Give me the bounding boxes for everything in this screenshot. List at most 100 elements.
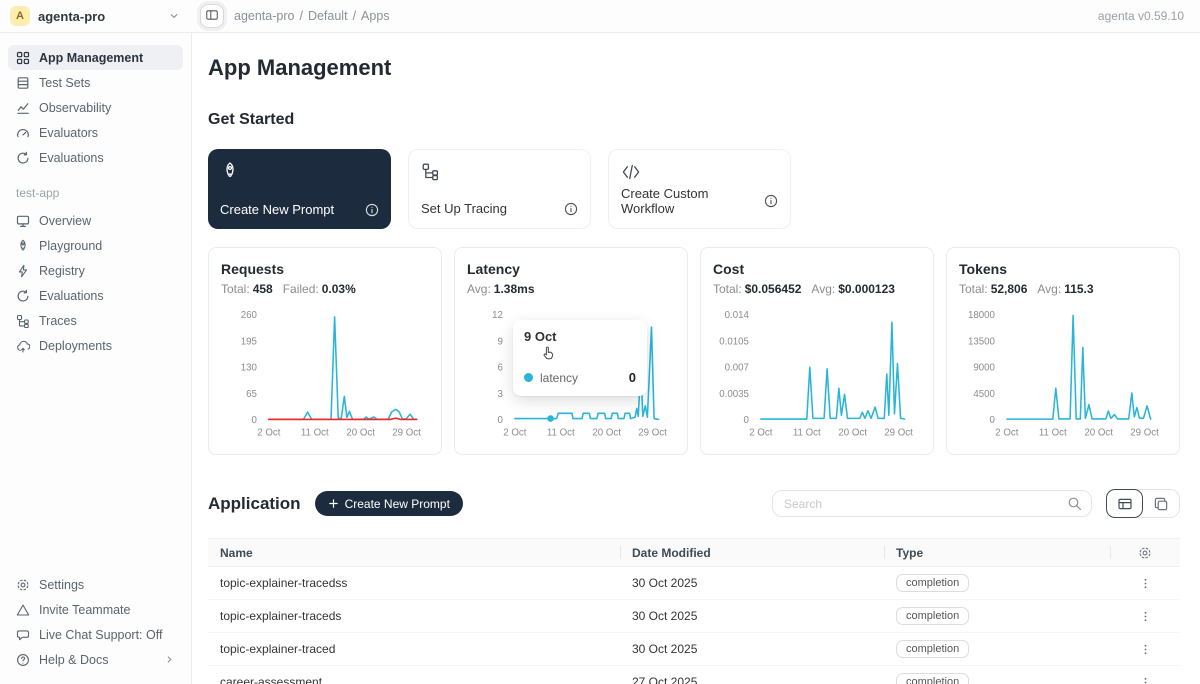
- gear-icon: [16, 578, 30, 592]
- row-menu-button[interactable]: [1135, 573, 1156, 594]
- app-date-modified: 27 Oct 2025: [632, 675, 698, 684]
- chevron-right-icon: [164, 654, 175, 665]
- sidebar-item-evaluations[interactable]: Evaluations: [8, 145, 183, 170]
- sidebar-item-test-sets[interactable]: Test Sets: [8, 70, 183, 95]
- applications-table: Name Date Modified Type topic-explainer-…: [208, 538, 1180, 684]
- sidebar-item-overview[interactable]: Overview: [8, 208, 183, 233]
- row-menu-button[interactable]: [1135, 672, 1156, 684]
- create-custom-workflow-card[interactable]: Create Custom Workflow: [608, 149, 791, 229]
- row-menu-button[interactable]: [1135, 606, 1156, 627]
- cloud-icon: [16, 339, 30, 353]
- breadcrumb-item[interactable]: Default: [307, 9, 348, 23]
- svg-text:0.014: 0.014: [725, 310, 750, 321]
- svg-text:2 Oct: 2 Oct: [257, 427, 280, 438]
- set-up-tracing-card[interactable]: Set Up Tracing: [408, 149, 591, 229]
- requests-card: Requests Total: 458 Failed: 0.03% 0 65 130 19…: [208, 247, 442, 455]
- panel-left-icon: [205, 8, 219, 25]
- sidebar-item-label: Evaluators: [39, 125, 99, 140]
- svg-text:0: 0: [252, 415, 258, 426]
- breadcrumb-separator: /: [299, 9, 303, 23]
- sidebar-item-deployments[interactable]: Deployments: [8, 333, 183, 358]
- svg-text:29 Oct: 29 Oct: [884, 427, 913, 438]
- chevron-down-icon: [168, 10, 180, 22]
- svg-text:29 Oct: 29 Oct: [1130, 427, 1159, 438]
- svg-text:20 Oct: 20 Oct: [1084, 427, 1113, 438]
- card-label: Create Custom Workflow: [621, 186, 709, 216]
- breadcrumb-item[interactable]: agenta-pro: [234, 9, 295, 23]
- svg-text:11 Oct: 11 Oct: [793, 427, 821, 438]
- sidebar-item-label: Settings: [39, 577, 85, 592]
- app-date-modified: 30 Oct 2025: [632, 576, 698, 590]
- sidebar-item-settings[interactable]: Settings: [8, 572, 183, 597]
- card-view-button[interactable]: [1142, 490, 1179, 517]
- svg-text:9000: 9000: [973, 363, 995, 374]
- svg-text:4500: 4500: [973, 389, 995, 400]
- sidebar-item-live-chat[interactable]: Live Chat Support: Off: [8, 622, 183, 647]
- svg-text:9: 9: [498, 336, 503, 347]
- chart-stats: Total: $0.056452 Avg: $0.000123: [713, 282, 895, 296]
- info-icon[interactable]: [564, 202, 578, 216]
- app-name[interactable]: topic-explainer-tracedss: [220, 576, 348, 590]
- get-started-heading: Get Started: [208, 111, 295, 128]
- sidebar-item-observability[interactable]: Observability: [8, 95, 183, 120]
- app-name[interactable]: topic-explainer-traceds: [220, 609, 342, 623]
- svg-text:6: 6: [498, 363, 503, 374]
- column-header-name[interactable]: Name: [220, 545, 253, 560]
- column-header-date-modified[interactable]: Date Modified: [620, 539, 884, 566]
- application-heading: Application: [208, 493, 301, 513]
- workspace-selector[interactable]: A agenta-pro: [0, 6, 192, 26]
- main-content: App Management Get Started Create New Pr…: [192, 33, 1200, 684]
- page-title: App Management: [208, 55, 392, 80]
- sidebar-item-label: App Management: [39, 50, 144, 65]
- app-date-modified: 30 Oct 2025: [632, 642, 698, 656]
- button-label: Create New Prompt: [344, 496, 450, 511]
- sidebar-item-invite-teammate[interactable]: Invite Teammate: [8, 597, 183, 622]
- chart-title: Latency: [467, 261, 520, 277]
- row-menu-button[interactable]: [1135, 639, 1156, 660]
- info-icon[interactable]: [365, 203, 379, 217]
- cost-chart[interactable]: 0 0.0035 0.007 0.0105 0.014 2 Oct 11 Oct 20 Oct…: [713, 304, 921, 454]
- search-icon[interactable]: [1067, 496, 1082, 511]
- tooltip-series-row: latency 0: [524, 370, 636, 385]
- create-new-prompt-card[interactable]: Create New Prompt: [208, 149, 391, 229]
- app-type-badge: completion: [896, 607, 970, 625]
- tooltip-value: 0: [628, 370, 636, 385]
- svg-text:0.0105: 0.0105: [719, 336, 749, 347]
- sidebar-group-label: test-app: [16, 186, 60, 200]
- chart-title: Tokens: [959, 261, 1007, 277]
- sidebar-item-help-docs[interactable]: Help & Docs: [8, 647, 183, 672]
- branch-icon: [16, 314, 30, 328]
- table-row[interactable]: topic-explainer-traceds 30 Oct 2025 comp…: [208, 600, 1180, 633]
- svg-text:20 Oct: 20 Oct: [346, 427, 375, 438]
- svg-text:2 Oct: 2 Oct: [995, 427, 1018, 438]
- table-view-button[interactable]: [1106, 489, 1143, 518]
- table-row[interactable]: topic-explainer-traced 30 Oct 2025 compl…: [208, 633, 1180, 666]
- table-row[interactable]: topic-explainer-tracedss 30 Oct 2025 com…: [208, 567, 1180, 600]
- app-name[interactable]: topic-explainer-traced: [220, 642, 336, 656]
- svg-text:0: 0: [990, 415, 996, 426]
- sidebar-item-app-evaluations[interactable]: Evaluations: [8, 283, 183, 308]
- app-name[interactable]: career-assessment: [220, 675, 323, 684]
- table-settings-gear-icon[interactable]: [1138, 546, 1152, 560]
- sidebar-item-traces[interactable]: Traces: [8, 308, 183, 333]
- table-row[interactable]: career-assessment 27 Oct 2025 completion: [208, 666, 1180, 684]
- column-header-type[interactable]: Type: [884, 539, 1110, 566]
- create-new-prompt-button[interactable]: Create New Prompt: [314, 491, 463, 516]
- info-icon[interactable]: [764, 194, 778, 208]
- requests-chart[interactable]: 0 65 130 195 260 2 Oct 11 Oct 20 Oct 29 Oct: [221, 304, 429, 454]
- svg-text:0.007: 0.007: [725, 363, 749, 374]
- breadcrumb-item[interactable]: Apps: [361, 9, 390, 23]
- latency-chart[interactable]: 0 3 6 9 12 2 Oct 11 Oct 20 Oct 29 Oct: [467, 304, 675, 454]
- chart-title: Requests: [221, 261, 285, 277]
- sidebar-item-app-management[interactable]: App Management: [8, 45, 183, 70]
- refresh-icon: [16, 289, 30, 303]
- plus-icon: [328, 498, 339, 509]
- svg-text:130: 130: [241, 363, 258, 374]
- sidebar-collapse-button[interactable]: [200, 4, 224, 28]
- search-input[interactable]: [772, 490, 1092, 517]
- sidebar-item-playground[interactable]: Playground: [8, 233, 183, 258]
- sidebar-item-evaluators[interactable]: Evaluators: [8, 120, 183, 145]
- sidebar-item-registry[interactable]: Registry: [8, 258, 183, 283]
- tokens-chart[interactable]: 0 4500 9000 13500 18000 2 Oct 11 Oct 20 Oct 29 O…: [959, 304, 1167, 454]
- sidebar-item-label: Registry: [39, 263, 85, 278]
